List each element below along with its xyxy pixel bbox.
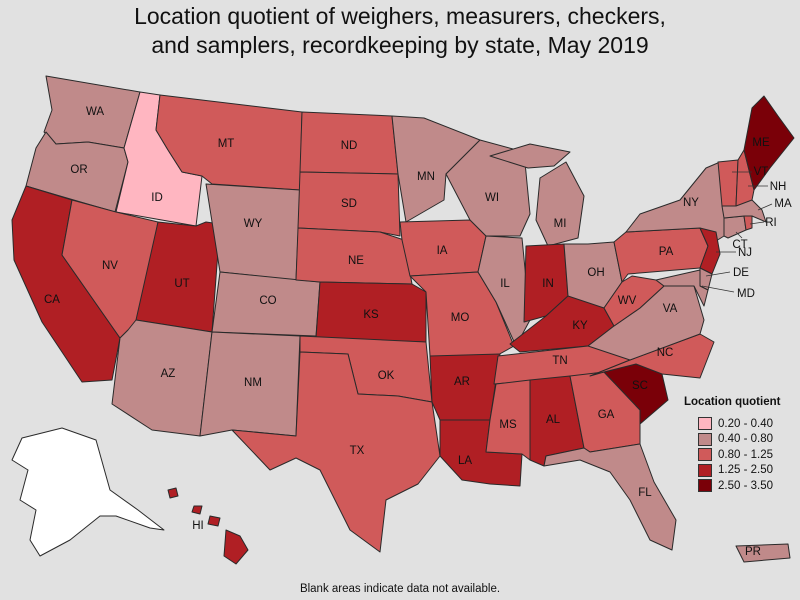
label-mo: MO (451, 312, 470, 324)
label-sc: SC (632, 380, 648, 392)
label-nc: NC (657, 347, 674, 359)
label-hi: HI (192, 520, 204, 532)
label-md: MD (737, 288, 755, 300)
legend-swatch (698, 432, 712, 446)
state-hi-maui[interactable] (207, 515, 221, 527)
label-or: OR (70, 164, 87, 176)
label-de: DE (733, 267, 749, 279)
label-nm: NM (244, 377, 262, 389)
label-ga: GA (598, 409, 615, 421)
label-ny: NY (683, 197, 699, 209)
legend-label: 1.25 - 2.50 (718, 464, 773, 477)
leader-ma (757, 203, 773, 211)
label-ut: UT (174, 278, 189, 290)
label-ia: IA (437, 245, 448, 257)
legend-label: 0.20 - 0.40 (718, 417, 773, 430)
label-nv: NV (102, 260, 118, 272)
label-wv: WV (618, 295, 637, 307)
leader-ri (749, 221, 765, 225)
state-hi-oahu[interactable] (191, 505, 203, 515)
label-va: VA (663, 303, 678, 315)
state-mi-up[interactable] (489, 143, 571, 169)
legend-item: 0.40 - 0.80 (684, 432, 780, 448)
legend-item: 0.80 - 1.25 (684, 447, 780, 463)
label-ma: MA (774, 198, 792, 210)
label-me: ME (752, 137, 770, 149)
label-vt: VT (754, 166, 769, 178)
state-wy[interactable] (205, 183, 301, 281)
label-nd: ND (341, 140, 358, 152)
state-hi-kauai[interactable] (167, 487, 179, 499)
legend-item: 2.50 - 3.50 (684, 478, 780, 494)
legend-swatch (698, 479, 712, 493)
leader-ct (735, 231, 743, 239)
label-oh: OH (587, 267, 604, 279)
legend-item: 1.25 - 2.50 (684, 463, 780, 479)
state-ks[interactable] (315, 281, 427, 343)
label-fl: FL (638, 487, 652, 499)
state-pr[interactable] (735, 543, 791, 563)
map-legend: Location quotient 0.20 - 0.40 0.40 - 0.8… (684, 396, 780, 494)
label-sd: SD (341, 198, 357, 210)
title-line-1: Location quotient of weighers, measurers… (134, 3, 666, 29)
label-ca: CA (44, 294, 60, 306)
leader-de (705, 271, 731, 277)
legend-swatch (698, 463, 712, 477)
label-nj: NJ (738, 247, 752, 259)
label-wy: WY (244, 218, 263, 230)
legend-item: 0.20 - 0.40 (684, 416, 780, 432)
label-ne: NE (348, 255, 364, 267)
label-al: AL (546, 414, 561, 426)
label-pr: PR (745, 546, 761, 558)
label-ok: OK (378, 370, 395, 382)
label-ks: KS (363, 309, 379, 321)
legend-swatch (698, 448, 712, 462)
map-title: Location quotient of weighers, measurers… (0, 2, 800, 60)
legend-label: 0.80 - 1.25 (718, 448, 773, 461)
label-tx: TX (350, 445, 365, 457)
label-wi: WI (485, 192, 499, 204)
label-il: IL (500, 278, 510, 290)
state-ri[interactable] (743, 215, 753, 231)
label-mt: MT (218, 138, 235, 150)
legend-label: 0.40 - 0.80 (718, 433, 773, 446)
state-hi-big[interactable] (223, 529, 249, 565)
state-mi[interactable] (535, 161, 585, 247)
label-nh: NH (770, 181, 787, 193)
state-vt[interactable] (717, 159, 739, 207)
state-ct[interactable] (723, 215, 747, 239)
label-in: IN (542, 278, 554, 290)
state-nh[interactable] (735, 149, 755, 207)
title-line-2: and samplers, recordkeeping by state, Ma… (151, 32, 649, 58)
label-tn: TN (552, 355, 567, 367)
legend-label: 2.50 - 3.50 (718, 479, 773, 492)
state-tx[interactable] (231, 351, 441, 553)
legend-title: Location quotient (684, 396, 781, 408)
label-ar: AR (454, 376, 470, 388)
label-ms: MS (499, 419, 517, 431)
label-az: AZ (161, 368, 176, 380)
state-ak[interactable] (11, 427, 165, 557)
label-wa: WA (86, 106, 104, 118)
label-la: LA (458, 455, 472, 467)
state-fl[interactable] (543, 443, 677, 551)
label-ky: KY (572, 320, 588, 332)
label-co: CO (259, 295, 276, 307)
state-mn[interactable] (391, 115, 481, 223)
label-mn: MN (417, 171, 435, 183)
label-mi: MI (554, 218, 567, 230)
label-id: ID (151, 192, 163, 204)
leader-md (701, 285, 735, 293)
legend-swatch (698, 417, 712, 431)
state-wi[interactable] (445, 139, 531, 237)
state-md[interactable] (655, 269, 709, 307)
label-ct: CT (732, 239, 747, 251)
footnote: Blank areas indicate data not available. (299, 583, 501, 595)
state-sd[interactable] (297, 171, 401, 237)
label-ri: RI (765, 217, 777, 229)
label-pa: PA (659, 246, 674, 258)
